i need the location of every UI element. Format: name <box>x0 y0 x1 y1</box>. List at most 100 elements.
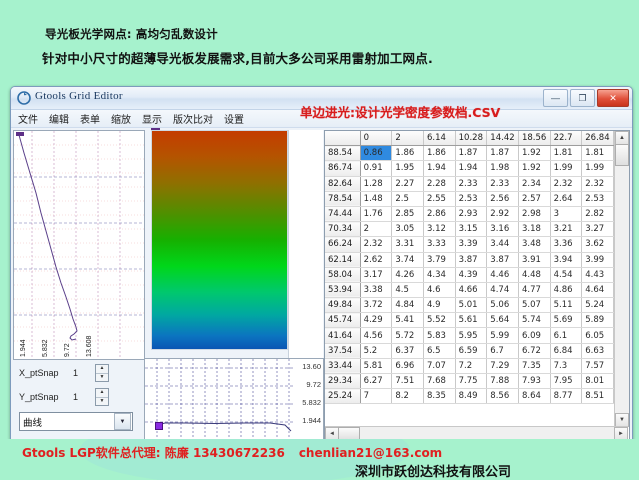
window-titlebar[interactable]: Gtools Grid Editor — ❐ ✕ <box>11 87 632 110</box>
grid-cell[interactable]: 1.92 <box>518 145 551 162</box>
grid-cell[interactable]: 3.87 <box>486 252 519 268</box>
row-header[interactable]: 53.94 <box>325 282 361 299</box>
grid-cell[interactable]: 1.95 <box>391 160 424 177</box>
grid-cell[interactable]: 1.28 <box>360 176 393 192</box>
grid-cell[interactable]: 7.57 <box>581 358 614 375</box>
x-snap-stepper-down[interactable]: ▼ <box>99 373 105 380</box>
grid-cell[interactable]: 3.31 <box>391 236 424 253</box>
table-row[interactable]: 25.24 7 8.2 8.35 8.49 8.56 8.64 8.77 8.5… <box>325 388 614 405</box>
grid-cell[interactable]: 1.48 <box>360 191 393 207</box>
grid-cell[interactable]: 3.74 <box>391 252 424 268</box>
grid-cell[interactable]: 4.34 <box>423 267 456 283</box>
grid-cell[interactable]: 1.98 <box>486 160 519 177</box>
table-row[interactable]: 49.84 3.72 4.84 4.9 5.01 5.06 5.07 5.11 … <box>325 297 614 314</box>
minimize-button[interactable]: — <box>543 89 568 107</box>
grid-cell[interactable]: 8.56 <box>486 388 519 405</box>
y-snap-stepper-down[interactable]: ▼ <box>99 397 105 404</box>
grid-cell[interactable]: 4.48 <box>518 267 551 283</box>
table-row[interactable]: 66.24 2.32 3.31 3.33 3.39 3.44 3.48 3.36… <box>325 236 614 253</box>
grid-cell[interactable]: 7 <box>360 388 393 405</box>
grid-cell[interactable]: 5.64 <box>486 312 519 329</box>
grid-cell[interactable]: 8.01 <box>581 373 614 390</box>
grid-cell[interactable]: 4.54 <box>550 267 583 283</box>
table-row[interactable]: 62.14 2.62 3.74 3.79 3.87 3.87 3.91 3.94… <box>325 252 614 268</box>
grid-cell[interactable]: 5.11 <box>550 297 583 314</box>
grid-cell[interactable]: 2.56 <box>486 191 519 207</box>
grid-cell[interactable]: 1.86 <box>423 145 456 162</box>
row-header[interactable]: 58.04 <box>325 267 361 283</box>
y-snap-stepper[interactable]: ▲ ▼ <box>95 388 109 406</box>
grid-cell[interactable]: 1.87 <box>486 145 519 162</box>
menu-item-version-compare[interactable]: 版次比对 <box>173 115 213 126</box>
grid-cell[interactable]: 5.06 <box>486 297 519 314</box>
y-snap-stepper-up[interactable]: ▲ <box>96 389 108 398</box>
table-row[interactable]: 29.34 6.27 7.51 7.68 7.75 7.88 7.93 7.95… <box>325 373 614 390</box>
grid-cell[interactable]: 3 <box>550 206 583 223</box>
optical-density-grid[interactable]: 0 2 6.14 10.28 14.42 18.56 22.7 26.84 88 <box>324 130 630 440</box>
grid-cell[interactable]: 5.81 <box>360 358 393 375</box>
grid-cell[interactable]: 7.51 <box>391 373 424 390</box>
grid-cell[interactable]: 2.5 <box>391 191 424 207</box>
scroll-up-button[interactable]: ▲ <box>615 131 629 145</box>
grid-cell[interactable]: 6.72 <box>518 343 551 359</box>
grid-cell[interactable]: 2.55 <box>423 191 456 207</box>
grid-cell[interactable]: 7.75 <box>455 373 488 390</box>
grid-cell[interactable]: 6.09 <box>518 327 551 344</box>
table-row[interactable]: 78.54 1.48 2.5 2.55 2.53 2.56 2.57 2.64 … <box>325 191 614 207</box>
grid-cell[interactable]: 2.93 <box>455 206 488 223</box>
grid-cell[interactable]: 5.74 <box>518 312 551 329</box>
grid-cell[interactable]: 5.95 <box>455 327 488 344</box>
menu-item-zoom[interactable]: 缩放 <box>111 115 131 126</box>
grid-cell[interactable]: 5.72 <box>391 327 424 344</box>
grid-cell[interactable]: 1.99 <box>550 160 583 177</box>
menu-item-settings[interactable]: 设置 <box>224 115 244 126</box>
grid-cell[interactable]: 2.53 <box>581 191 614 207</box>
x-snap-stepper[interactable]: ▲ ▼ <box>95 364 109 382</box>
grid-cell[interactable]: 4.26 <box>391 267 424 283</box>
grid-cell[interactable]: 7.2 <box>455 358 488 375</box>
grid-cell[interactable]: 3.91 <box>518 252 551 268</box>
grid-cell[interactable]: 2.33 <box>455 176 488 192</box>
agent-email[interactable]: chenlian21@163.com <box>298 446 443 460</box>
column-header-5[interactable]: 18.56 <box>518 131 551 147</box>
grid-cell[interactable]: 4.6 <box>423 282 456 299</box>
grid-cell[interactable]: 2.53 <box>455 191 488 207</box>
grid-cell[interactable]: 2.82 <box>581 206 614 223</box>
grid-cell[interactable]: 1.87 <box>455 145 488 162</box>
grid-cell[interactable]: 4.86 <box>550 282 583 299</box>
grid-cell[interactable]: 2 <box>360 221 393 238</box>
grid-cell[interactable]: 7.29 <box>486 358 519 375</box>
grid-cell[interactable]: 3.12 <box>423 221 456 238</box>
grid-cell[interactable]: 2.32 <box>550 176 583 192</box>
grid-cell[interactable]: 6.59 <box>455 343 488 359</box>
grid-cell[interactable]: 2.34 <box>518 176 551 192</box>
grid-cell[interactable]: 5.61 <box>455 312 488 329</box>
grid-cell[interactable]: 3.48 <box>518 236 551 253</box>
grid-cell[interactable]: 4.66 <box>455 282 488 299</box>
curve-type-dropdown[interactable]: 曲线 ▼ <box>19 412 133 431</box>
grid-cell[interactable]: 6.05 <box>581 327 614 344</box>
grid-cell[interactable]: 4.5 <box>391 282 424 299</box>
row-header[interactable]: 29.34 <box>325 373 361 390</box>
grid-cell[interactable]: 6.37 <box>391 343 424 359</box>
grid-cell[interactable]: 2.85 <box>391 206 424 223</box>
grid-cell[interactable]: 1.92 <box>518 160 551 177</box>
grid-cell[interactable]: 3.39 <box>455 236 488 253</box>
grid-cell[interactable]: 2.62 <box>360 252 393 268</box>
grid-vertical-scrollbar[interactable]: ▲ ▼ <box>614 131 629 427</box>
grid-cell[interactable]: 8.64 <box>518 388 551 405</box>
row-header[interactable]: 62.14 <box>325 252 361 268</box>
light-guide-plate-gradient-preview[interactable] <box>151 130 288 350</box>
grid-cell[interactable]: 2.86 <box>423 206 456 223</box>
menu-item-file[interactable]: 文件 <box>18 115 38 126</box>
menu-item-form[interactable]: 表单 <box>80 115 100 126</box>
row-header[interactable]: 25.24 <box>325 388 361 405</box>
grid-cell[interactable]: 6.7 <box>486 343 519 359</box>
grid-cell[interactable]: 1.81 <box>581 145 614 162</box>
scroll-right-button[interactable]: ► <box>614 427 628 440</box>
grid-cell[interactable]: 5.83 <box>423 327 456 344</box>
grid-cell[interactable]: 7.07 <box>423 358 456 375</box>
grid-cell[interactable]: 3.27 <box>581 221 614 238</box>
grid-cell[interactable]: 7.35 <box>518 358 551 375</box>
row-header[interactable]: 33.44 <box>325 358 361 375</box>
